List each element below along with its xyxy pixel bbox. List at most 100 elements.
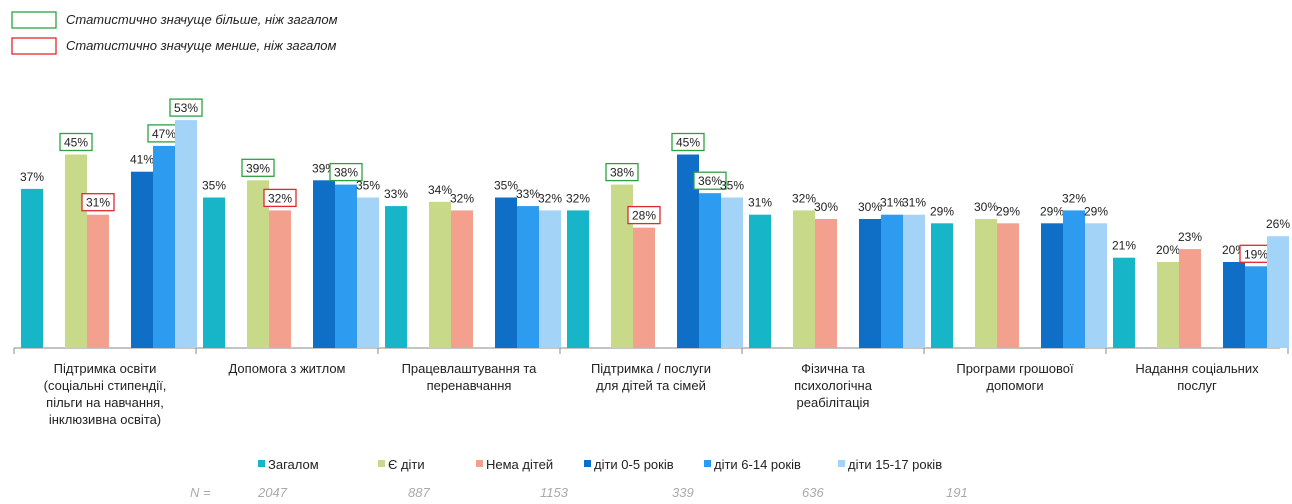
value-label: 32% [538, 191, 562, 205]
bar [1085, 223, 1107, 348]
legend-label: Є діти [388, 457, 425, 472]
bar [749, 214, 771, 348]
legend-swatch [258, 460, 265, 467]
bar [1157, 262, 1179, 348]
value-label: 35% [720, 179, 744, 193]
legend-swatch [704, 460, 711, 467]
category-label: Надання соціальних послуг [1135, 361, 1259, 393]
category-label: Підтримка / послуги для дітей та сімей [591, 361, 711, 393]
bar [859, 219, 881, 348]
category-label: Працевлаштування та перенавчання [402, 361, 538, 393]
value-label: 33% [516, 187, 540, 201]
value-label: 35% [356, 179, 380, 193]
bar [1113, 257, 1135, 348]
legend-label: Нема дітей [486, 457, 553, 472]
value-label: 29% [930, 204, 954, 218]
bar [517, 206, 539, 348]
legend-label: діти 6-14 років [714, 457, 801, 472]
n-value: 191 [946, 485, 968, 500]
bar [1267, 236, 1289, 348]
bar [429, 201, 451, 348]
legend-swatch [378, 460, 385, 467]
value-label: 23% [1178, 230, 1202, 244]
bar [793, 210, 815, 348]
category-label: Програми грошової допомоги [956, 361, 1074, 393]
category-label: Допомога з житлом [228, 361, 345, 376]
bar [451, 210, 473, 348]
significance-box [671, 132, 705, 152]
value-label: 29% [996, 204, 1020, 218]
value-label: 30% [814, 200, 838, 214]
bar [975, 219, 997, 348]
bar [881, 214, 903, 348]
value-label: 21% [1112, 239, 1136, 253]
bar [1179, 249, 1201, 348]
value-label: 32% [566, 191, 590, 205]
value-label: 45% [676, 136, 700, 150]
value-label: 31% [902, 196, 926, 210]
bar [567, 210, 589, 348]
bar [1223, 262, 1245, 348]
bar [721, 197, 743, 348]
bar [699, 193, 721, 348]
value-label: 19% [1244, 247, 1268, 261]
value-label: 31% [86, 196, 110, 210]
value-label: 38% [610, 166, 634, 180]
bar [1063, 210, 1085, 348]
bar [385, 206, 407, 348]
bar [335, 184, 357, 348]
n-value: 339 [672, 485, 694, 500]
bar [931, 223, 953, 348]
legend-label: Загалом [268, 457, 319, 472]
value-label: 29% [1084, 204, 1108, 218]
significance-box [605, 162, 639, 182]
significance-box [81, 193, 115, 212]
legend-swatch [476, 460, 483, 467]
n-value: 887 [408, 485, 430, 500]
bar [357, 197, 379, 348]
value-label: 35% [202, 179, 226, 193]
bar [633, 227, 655, 348]
bar [269, 210, 291, 348]
value-label: 34% [428, 183, 452, 197]
value-label: 37% [20, 170, 44, 184]
bar [539, 210, 561, 348]
value-label: 26% [1266, 217, 1290, 231]
value-label: 29% [1040, 204, 1064, 218]
bar [153, 145, 175, 348]
significance-swatch [11, 37, 57, 55]
significance-box [329, 162, 363, 182]
significance-box [263, 188, 297, 208]
value-label: 53% [174, 101, 198, 115]
value-label: 28% [632, 209, 656, 223]
value-label: 45% [64, 136, 88, 150]
n-value: 2047 [257, 485, 288, 500]
value-label: 20% [1156, 243, 1180, 257]
value-label: 32% [1062, 191, 1086, 205]
bar [815, 219, 837, 348]
value-label: 31% [748, 196, 772, 210]
significance-box [59, 132, 93, 152]
bar [495, 197, 517, 348]
bar [65, 154, 87, 348]
bar [611, 184, 633, 348]
legend-label: діти 0-5 років [594, 457, 674, 472]
bar [175, 120, 197, 348]
bar [903, 214, 925, 348]
significance-box [169, 98, 203, 117]
bar [21, 188, 43, 348]
bar [247, 180, 269, 348]
value-label: 31% [880, 196, 904, 210]
value-label: 36% [698, 174, 722, 188]
category-label: Фізична та психологічна реабілітація [794, 361, 873, 410]
bar [997, 223, 1019, 348]
category-label: Підтримка освіти (соціальні стипендії, піл… [44, 361, 167, 427]
value-label: 39% [246, 161, 270, 175]
significance-label: Статистично значуще більше, ніж загалом [66, 12, 338, 27]
bar [203, 197, 225, 348]
value-label: 32% [792, 191, 816, 205]
bar [1041, 223, 1063, 348]
n-value: 636 [802, 485, 824, 500]
value-label: 30% [858, 200, 882, 214]
